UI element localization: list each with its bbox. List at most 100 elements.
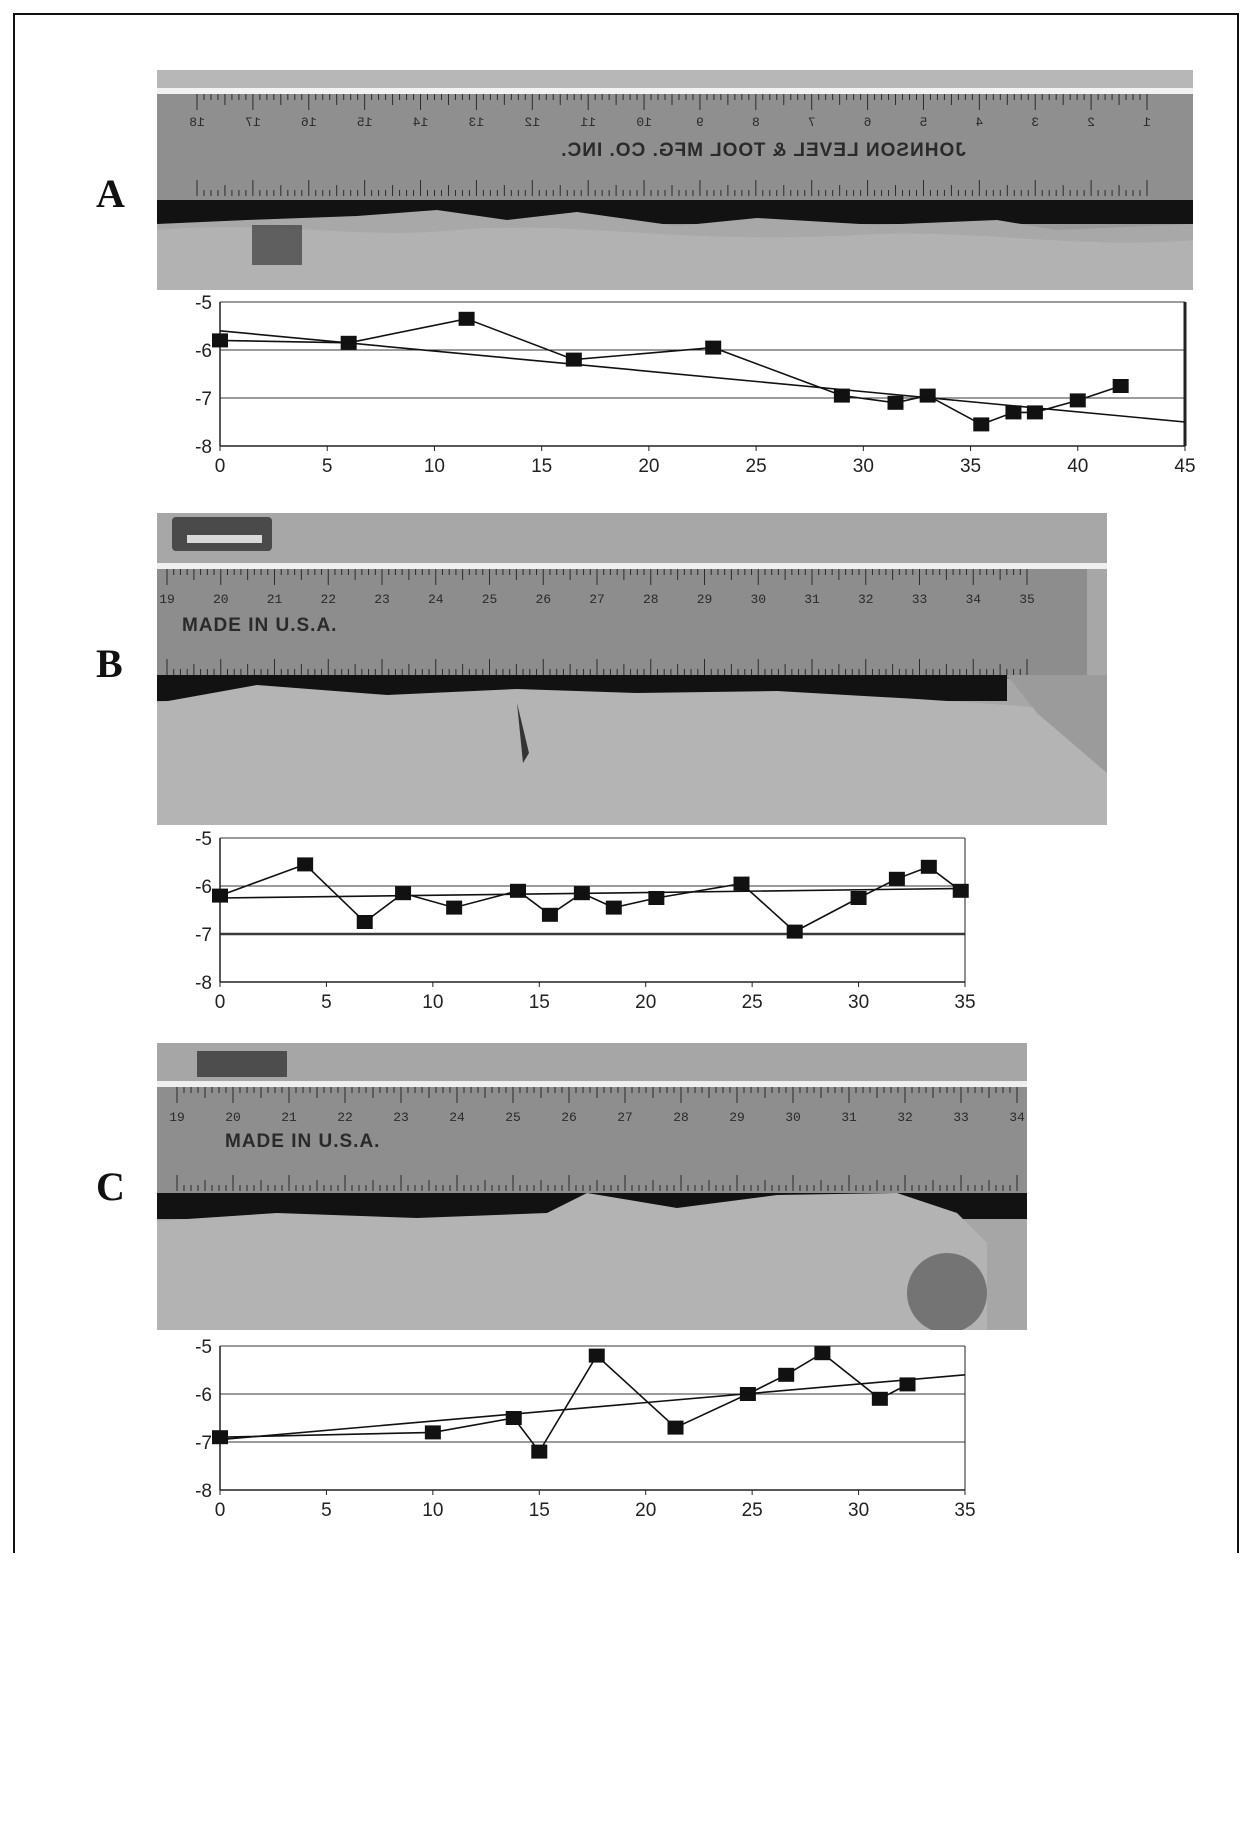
y-tick-label: -7 — [195, 1433, 212, 1454]
ruler-photo-a: 18 17 16 15 14 13 12 11 10 9 8 7 6 5 4 3 2 1 JOHNSON LEVE… — [157, 70, 1193, 290]
ruler-number: 9 — [696, 115, 704, 130]
ruler-number: 28 — [643, 592, 659, 607]
ruler-number: 21 — [281, 1110, 297, 1125]
ruler-number: 30 — [785, 1110, 801, 1125]
data-point — [648, 891, 665, 905]
ruler-number: 19 — [169, 1110, 185, 1125]
trend-line — [219, 330, 1186, 423]
ruler-number: 24 — [449, 1110, 465, 1125]
ruler-photo-c-svg: 19 20 21 22 23 24 25 26 27 28 29 30 31 32 33 34 MADE IN… — [157, 1043, 1027, 1330]
x-tick-label: 25 — [746, 456, 767, 477]
ruler-numbers-a: 18 17 16 15 14 13 12 11 10 9 8 7 6 5 4 3 2 1 — [189, 94, 1151, 196]
ruler-number: 10 — [636, 115, 652, 130]
chart-a: -5 -6 -7 -8 0 5 10 15 20 25 30 35 40 45 — [150, 293, 1195, 486]
ruler-number: 27 — [589, 592, 605, 607]
data-point — [733, 876, 750, 891]
ruler-number: 12 — [524, 115, 540, 130]
data-point — [605, 900, 622, 915]
data-point — [424, 1425, 441, 1440]
x-tick-label: 0 — [215, 1500, 226, 1521]
ruler-number: 6 — [864, 115, 872, 130]
y-tick-label: -6 — [195, 341, 212, 362]
ruler-number: 15 — [357, 115, 373, 130]
x-tick-label: 25 — [742, 992, 763, 1013]
x-tick-label: 5 — [321, 1500, 332, 1521]
y-tick-label: -7 — [195, 389, 212, 410]
y-tick-label: -5 — [195, 829, 212, 850]
chart-a-svg: -5 -6 -7 -80 5 10 15 20 25 30 35 40 45 — [195, 293, 1195, 477]
ruler-photo-b: 19 20 21 22 23 24 25 26 27 28 29 30 31 32 33 34 35 MADE … — [157, 513, 1107, 825]
x-tick-label: 35 — [954, 992, 975, 1013]
data-point — [919, 388, 936, 403]
ruler-number: 18 — [189, 115, 205, 130]
x-tick-label: 45 — [1174, 456, 1195, 477]
y-tick-label: -8 — [195, 437, 212, 458]
data-point — [297, 857, 314, 872]
ruler-number: 3 — [1031, 115, 1039, 130]
data-point — [920, 859, 937, 874]
x-tick-label: 0 — [215, 456, 226, 477]
data-point — [510, 883, 526, 898]
ruler-number: 32 — [858, 592, 874, 607]
x-tick-label: 15 — [529, 1500, 550, 1521]
ruler-number: 33 — [912, 592, 928, 607]
data-point — [814, 1346, 831, 1361]
x-tick-label: 20 — [638, 456, 659, 477]
y-tick-label: -5 — [195, 293, 212, 314]
chart-c-container: -5 -6 -7 -8 0 5 10 15 20 25 30 35 — [150, 1337, 1010, 1530]
x-tick-label: 15 — [529, 992, 550, 1013]
data-point — [786, 924, 803, 939]
ruler-number: 22 — [320, 592, 336, 607]
data-point — [212, 333, 228, 348]
data-point — [588, 1348, 605, 1363]
ruler-number: 34 — [965, 592, 981, 607]
ruler-number: 29 — [697, 592, 713, 607]
ruler-number: 5 — [920, 115, 928, 130]
data-point — [212, 1430, 228, 1445]
y-tick-label: -7 — [195, 925, 212, 946]
ruler-number: 26 — [561, 1110, 577, 1125]
ruler-number: 25 — [505, 1110, 521, 1125]
ruler-number: 27 — [617, 1110, 633, 1125]
data-point — [356, 915, 373, 929]
x-tick-label: 15 — [531, 456, 552, 477]
profile-line — [219, 1352, 908, 1454]
profile-line — [219, 317, 1121, 426]
ruler-brand-text-b: MADE IN U.S.A. — [182, 615, 337, 636]
ruler-number: 34 — [1009, 1110, 1025, 1125]
data-point — [531, 1444, 548, 1459]
data-point — [395, 886, 412, 901]
x-tick-label: 10 — [422, 1500, 443, 1521]
ruler-number: 31 — [804, 592, 820, 607]
panel-label-c: C — [96, 1164, 125, 1209]
x-tick-label: 35 — [954, 1500, 975, 1521]
x-tick-label: 5 — [322, 456, 333, 477]
ruler-number: 32 — [897, 1110, 913, 1125]
chart-c — [150, 1641, 1010, 1831]
trend-line — [219, 887, 966, 899]
data-point — [667, 1420, 684, 1435]
x-tick-label: 0 — [215, 992, 226, 1013]
profile-line — [219, 863, 962, 933]
ruler-number: 33 — [953, 1110, 969, 1125]
ruler-number: 20 — [225, 1110, 241, 1125]
ruler-number: 23 — [393, 1110, 409, 1125]
data-point — [1069, 393, 1086, 408]
data-point — [446, 900, 463, 915]
ruler-number: 28 — [673, 1110, 689, 1125]
x-tick-label: 20 — [635, 992, 656, 1013]
ruler-numbers-b: 19 20 21 22 23 24 25 26 27 28 29 30 31 32 33 34 35 — [159, 569, 1035, 675]
chart-b: -5 -6 -7 -8 0 5 10 15 20 25 30 35 — [150, 829, 1010, 1022]
x-tick-label: 5 — [321, 992, 332, 1013]
y-tick-label: -6 — [195, 877, 212, 898]
ruler-number: 8 — [752, 115, 760, 130]
ruler-number: 24 — [428, 592, 444, 607]
data-point — [212, 888, 228, 903]
data-point — [1005, 405, 1022, 420]
x-tick-label: 30 — [848, 992, 869, 1013]
ruler-number: 7 — [808, 115, 816, 130]
x-tick-label: 40 — [1067, 456, 1088, 477]
trend-line — [219, 1374, 966, 1441]
ruler-number: 19 — [159, 592, 175, 607]
ruler-number: 13 — [469, 115, 485, 130]
